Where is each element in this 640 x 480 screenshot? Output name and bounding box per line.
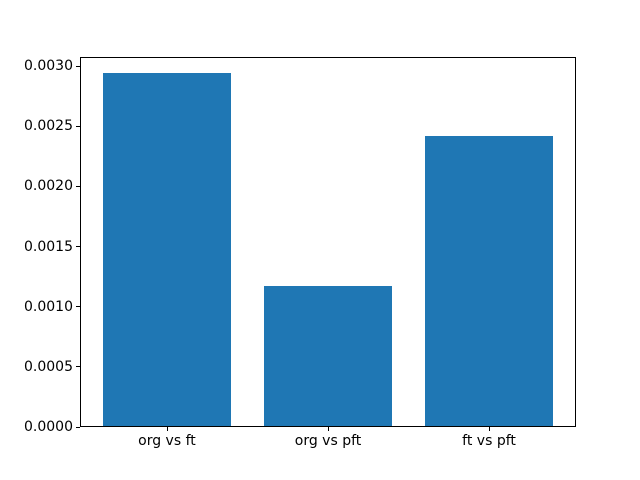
- x-tick-label: ft vs pft: [462, 433, 516, 449]
- bar-org-vs-ft: [102, 73, 232, 426]
- y-tick-mark: [76, 125, 80, 127]
- x-tick-label: org vs pft: [294, 433, 362, 449]
- bar-org-vs-pft: [263, 286, 393, 426]
- y-tick-label: 0.0025: [24, 118, 73, 135]
- y-tick-label: 0.0030: [24, 58, 73, 75]
- bar-ft-vs-pft: [424, 136, 554, 426]
- y-tick-label: 0.0010: [24, 298, 73, 315]
- y-tick-label: 0.0020: [24, 178, 73, 195]
- y-tick-label: 0.0015: [24, 238, 73, 255]
- y-tick-mark: [76, 246, 80, 247]
- y-tick-label: 0.0005: [24, 358, 73, 375]
- x-tick-mark: [489, 427, 491, 431]
- x-tick-label: org vs ft: [138, 433, 196, 449]
- y-tick-mark: [76, 366, 80, 368]
- y-tick-mark: [76, 65, 80, 67]
- y-tick-label: 0.0000: [24, 419, 73, 435]
- plot-area: [80, 57, 576, 427]
- x-tick-mark: [328, 427, 329, 431]
- y-tick-mark: [76, 426, 80, 428]
- x-tick-mark: [166, 427, 168, 431]
- y-tick-mark: [76, 306, 80, 308]
- y-tick-mark: [76, 185, 80, 187]
